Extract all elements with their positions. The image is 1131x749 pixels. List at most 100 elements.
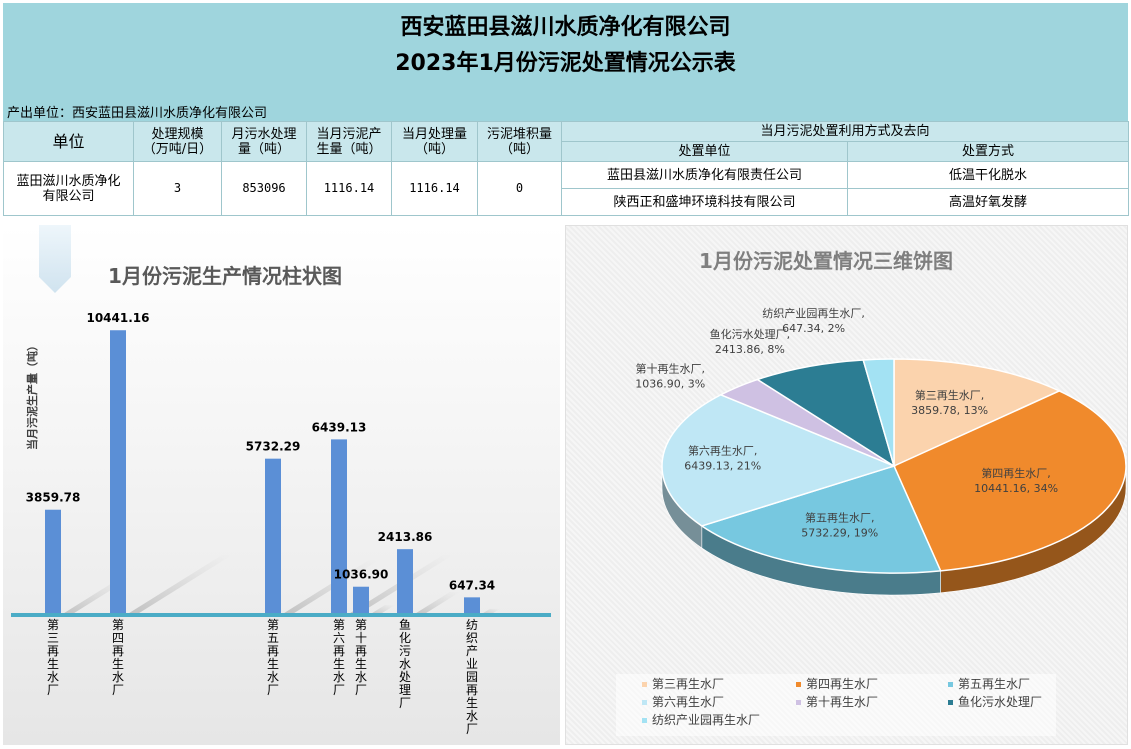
- pie-legend-swatch: [948, 682, 953, 687]
- pie-legend-swatch: [796, 682, 801, 687]
- pie-slice-2: [893, 390, 1127, 572]
- bar-category-label: 六: [333, 631, 345, 645]
- bar-5: [353, 586, 369, 615]
- bar-category-label: 生: [466, 696, 478, 710]
- bar-category-label: 水: [333, 670, 345, 684]
- bar-category-label: 再: [466, 683, 478, 697]
- pie-data-label: 第六再生水厂,: [688, 444, 758, 458]
- pie-data-label: 1036.90, 3%: [635, 377, 705, 390]
- pie-chart: 1月份污泥处置情况三维饼图 第三再生水厂, 3859.78, 13% 第四再生水厂,…: [616, 249, 1127, 736]
- bar-category-label: 厂: [267, 683, 279, 697]
- bar-3: [265, 458, 281, 615]
- pie-legend-item: 纺织产业园再生水厂: [652, 713, 760, 727]
- bar-shadow: [281, 560, 379, 615]
- bar-7: [464, 597, 480, 615]
- cell-disposal-method-1: 低温干化脱水: [846, 161, 1130, 189]
- bar-shadow: [413, 591, 460, 615]
- bar-shadow: [369, 605, 395, 615]
- bar-category-label: 第: [47, 618, 59, 632]
- bar-value-label: 647.34: [449, 578, 495, 592]
- cell-sewage: 853096: [221, 161, 307, 216]
- header-sewage: 月污水处理 量（吨）: [221, 121, 307, 162]
- bar-category-label: 第: [355, 618, 367, 632]
- cell-disposal-method-2: 高温好氧发酵: [846, 188, 1130, 216]
- pie-slice-3: [700, 465, 942, 574]
- bar-category-label: 第: [267, 618, 279, 632]
- bar-value-label: 2413.86: [378, 530, 433, 544]
- bar-category-label: 业: [466, 657, 478, 671]
- bar-category-label: 厂: [333, 683, 345, 697]
- bar-category-label: 鱼: [399, 618, 411, 632]
- bar-category-label: 生: [267, 657, 279, 671]
- cell-treated: 1116.14: [391, 161, 478, 216]
- bar-value-label: 6439.13: [312, 420, 367, 434]
- bar-category-label: 再: [355, 644, 367, 658]
- bar-category-label: 厂: [112, 683, 124, 697]
- pie-data-label: 647.34, 2%: [782, 322, 845, 335]
- bar-category-label: 三: [47, 631, 59, 645]
- producer-unit: 产出单位：西安蓝田县滋川水质净化有限公司: [7, 106, 268, 121]
- pie-chart-title: 1月份污泥处置情况三维饼图: [699, 249, 953, 273]
- cell-disposal-unit-1: 蓝田县滋川水质净化有限责任公司: [561, 161, 848, 189]
- pie-data-label: 6439.13, 21%: [684, 460, 761, 473]
- header-scale: 处理规模 （万吨/日）: [133, 121, 222, 162]
- bar-category-label: 生: [112, 657, 124, 671]
- pie-data-label: 第四再生水厂,: [981, 466, 1051, 480]
- bar-shadow: [126, 555, 232, 615]
- bar-category-label: 纺: [466, 618, 478, 632]
- bar-category-label: 生: [47, 657, 59, 671]
- bar-category-label: 水: [112, 670, 124, 684]
- pie-data-label: 纺织产业园再生水厂,: [762, 306, 865, 320]
- bar-value-label: 1036.90: [334, 568, 389, 582]
- pie-data-label: 5732.29, 19%: [801, 526, 878, 539]
- cell-unit: 蓝田滋川水质净化 有限公司: [3, 161, 134, 216]
- bar-category-label: 理: [399, 683, 411, 697]
- bar-category-label: 园: [466, 670, 478, 684]
- bar-category-label: 水: [399, 657, 411, 671]
- pie-legend-swatch: [948, 700, 953, 705]
- pie-data-label: 第十再生水厂,: [636, 361, 706, 375]
- pie-legend-swatch: [642, 682, 647, 687]
- header-disposal-method: 处置方式: [846, 141, 1130, 162]
- bar-category-label: 厂: [47, 683, 59, 697]
- pie-legend-swatch: [642, 700, 647, 705]
- bar-category-label: 污: [399, 644, 411, 658]
- pie-data-label: 2413.86, 8%: [715, 343, 785, 356]
- bar-4: [331, 439, 347, 615]
- pie-legend-swatch: [796, 700, 801, 705]
- bar-category-label: 水: [47, 670, 59, 684]
- header-stock: 污泥堆积量 （吨）: [477, 121, 562, 162]
- bar-category-label: 生: [355, 657, 367, 671]
- bar-category-label: 再: [333, 644, 345, 658]
- report-header: 西安蓝田县滋川水质净化有限公司 2023年1月份污泥处置情况公示表 产出单位：西…: [3, 3, 1128, 121]
- bar-chart-panel: 1月份污泥生产情况柱状图 当月污泥生产量（吨） 3859.78 10441.16 5…: [3, 225, 560, 745]
- bar-1: [45, 509, 61, 615]
- bar-value-label: 3859.78: [26, 491, 81, 505]
- bar-category-label: 再: [112, 644, 124, 658]
- bar-2: [110, 330, 126, 615]
- pie-slice-1: [893, 358, 1062, 468]
- pie-data-label: 第五再生水厂,: [805, 510, 875, 524]
- cell-disposal-unit-2: 陕西正和盛坤环境科技有限公司: [561, 188, 848, 216]
- pie-data-label: 3859.78, 13%: [911, 404, 988, 417]
- bar-category-label: 再: [47, 644, 59, 658]
- pie-legend-item: 第四再生水厂: [806, 677, 878, 691]
- bar-category-label: 十: [355, 631, 367, 645]
- ribbon-decoration: [39, 225, 71, 293]
- bar-category-label: 再: [267, 644, 279, 658]
- pie-legend-item: 第五再生水厂: [958, 677, 1030, 691]
- bar-category-label: 化: [399, 631, 411, 645]
- pie-slice-7: [862, 358, 895, 467]
- pie-legend-item: 第六再生水厂: [652, 695, 724, 709]
- header-sludge-generated: 当月污泥产 生量（吨）: [306, 121, 392, 162]
- bar-6: [397, 549, 413, 615]
- cell-sludge-generated: 1116.14: [306, 161, 392, 216]
- pie-legend-item: 第三再生水厂: [652, 677, 724, 691]
- bar-category-label: 水: [355, 670, 367, 684]
- pie-legend-box: [616, 674, 1056, 736]
- company-title: 西安蓝田县滋川水质净化有限公司: [400, 15, 731, 40]
- pie-data-label: 鱼化污水处理厂,: [710, 327, 791, 341]
- bar-category-label: 五: [267, 631, 279, 645]
- report-title: 2023年1月份污泥处置情况公示表: [395, 51, 736, 76]
- bar-category-label: 四: [112, 631, 124, 645]
